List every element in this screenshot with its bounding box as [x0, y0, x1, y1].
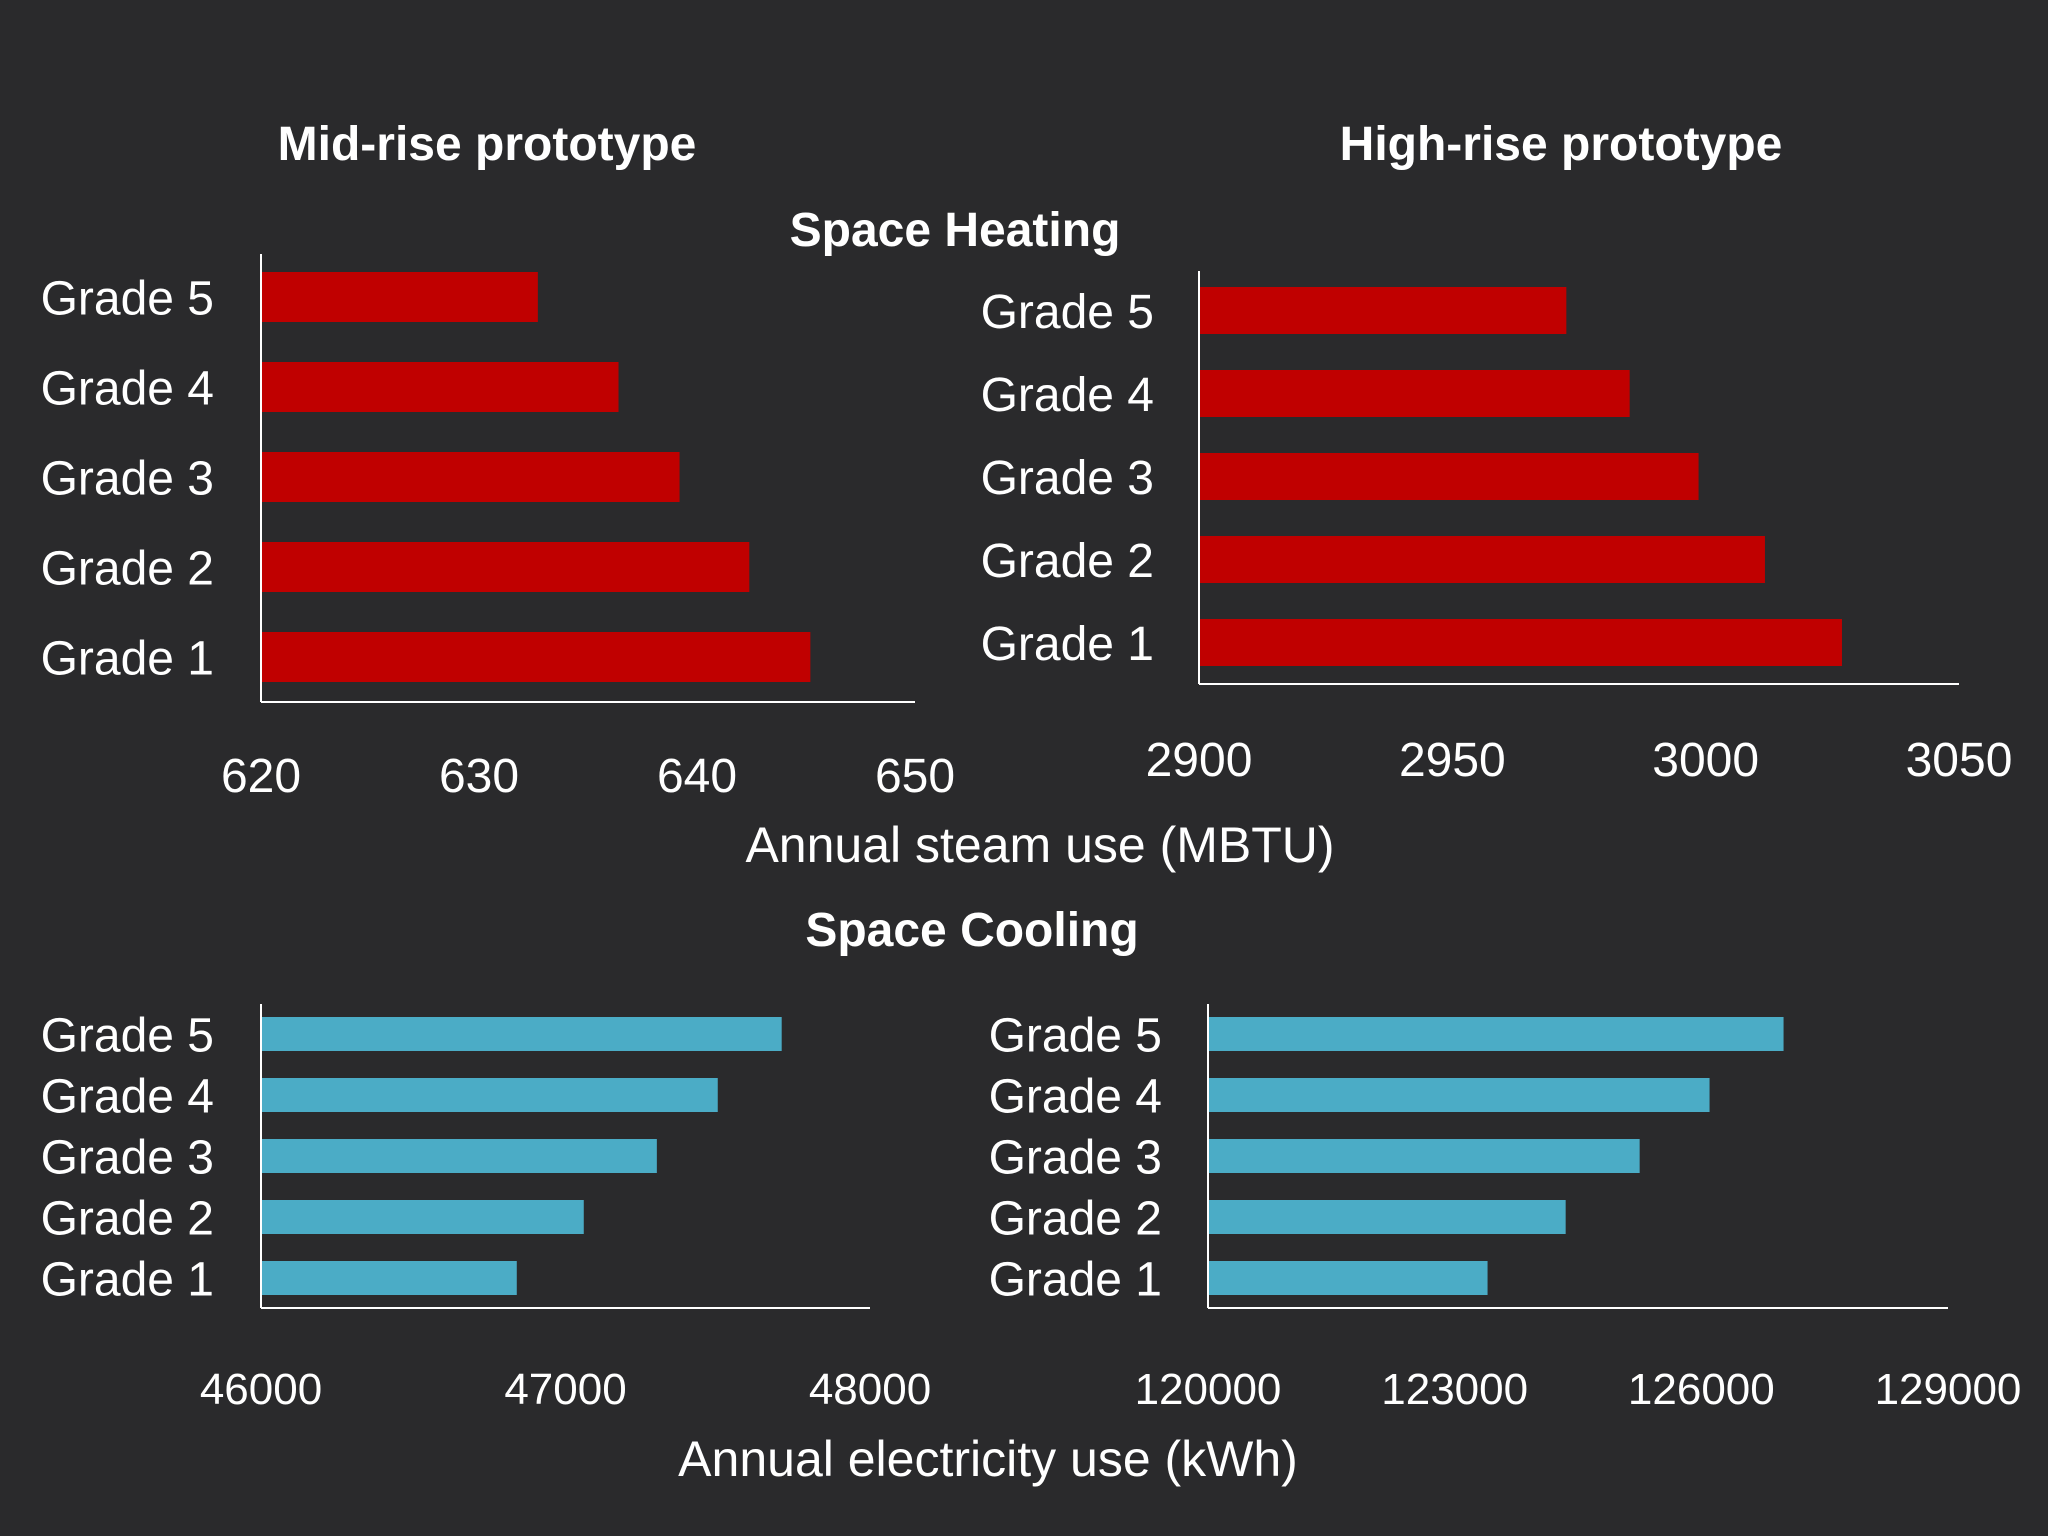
bar-cooling-mid-grade-4 — [261, 1078, 718, 1112]
bar-heating-mid-grade-5 — [261, 272, 538, 322]
tick-label: 46000 — [200, 1365, 322, 1414]
tick-label: 129000 — [1875, 1365, 2022, 1414]
bar-cooling-high-grade-5 — [1208, 1017, 1784, 1051]
cooling-axis-title: Annual electricity use (kWh) — [678, 1431, 1298, 1487]
category-label: Grade 3 — [981, 452, 1154, 505]
bar-heating-mid-grade-4 — [261, 362, 619, 412]
mid-rise-heading: Mid-rise prototype — [278, 118, 697, 171]
bar-cooling-mid-grade-3 — [261, 1139, 657, 1173]
category-label: Grade 1 — [41, 1253, 214, 1306]
bar-heating-high-grade-5 — [1199, 287, 1567, 334]
bar-cooling-high-grade-3 — [1208, 1139, 1640, 1173]
heating-axis-title: Annual steam use (MBTU) — [745, 817, 1334, 873]
charts-layer: Grade 5 Grade 4 Grade 3 Grade 2 Grade 1 620 63… — [41, 254, 2022, 1414]
space-cooling-heading: Space Cooling — [805, 904, 1138, 957]
category-label: Grade 1 — [41, 632, 214, 685]
tick-label: 120000 — [1135, 1365, 1282, 1414]
tick-label: 650 — [875, 750, 955, 803]
bar-heating-mid-grade-1 — [261, 632, 811, 682]
category-label: Grade 4 — [989, 1070, 1162, 1123]
tick-label: 630 — [439, 750, 519, 803]
category-label: Grade 1 — [989, 1253, 1162, 1306]
bar-cooling-high-grade-2 — [1208, 1200, 1566, 1234]
category-label: Grade 5 — [41, 1009, 214, 1062]
category-label: Grade 3 — [41, 452, 214, 505]
bar-heating-mid-grade-3 — [261, 452, 680, 502]
bar-cooling-mid-grade-1 — [261, 1261, 517, 1295]
tick-label: 126000 — [1628, 1365, 1775, 1414]
chart-cooling-high: Grade 5 Grade 4 Grade 3 Grade 2 Grade 1 12000… — [989, 1004, 2022, 1414]
tick-label: 47000 — [504, 1365, 626, 1414]
bar-cooling-high-grade-4 — [1208, 1078, 1710, 1112]
tick-label: 3000 — [1652, 734, 1759, 787]
bar-heating-mid-grade-2 — [261, 542, 750, 592]
bar-cooling-high-grade-1 — [1208, 1261, 1488, 1295]
category-label: Grade 2 — [41, 542, 214, 595]
bar-heating-high-grade-1 — [1199, 619, 1842, 666]
tick-label: 2950 — [1399, 734, 1506, 787]
category-label: Grade 3 — [41, 1131, 214, 1184]
category-label: Grade 3 — [989, 1131, 1162, 1184]
tick-label: 3050 — [1906, 734, 2013, 787]
tick-label: 2900 — [1146, 734, 1253, 787]
category-label: Grade 2 — [989, 1192, 1162, 1245]
bar-heating-high-grade-2 — [1199, 536, 1765, 583]
category-label: Grade 2 — [41, 1192, 214, 1245]
high-rise-heading: High-rise prototype — [1340, 118, 1783, 171]
bar-heating-high-grade-4 — [1199, 370, 1630, 417]
tick-label: 640 — [657, 750, 737, 803]
space-heating-heading: Space Heating — [790, 204, 1121, 257]
tick-label: 123000 — [1381, 1365, 1528, 1414]
category-label: Grade 1 — [981, 618, 1154, 671]
category-label: Grade 4 — [41, 362, 214, 415]
chart-cooling-mid: Grade 5 Grade 4 Grade 3 Grade 2 Grade 1 46000… — [41, 1004, 931, 1414]
category-label: Grade 4 — [981, 369, 1154, 422]
category-label: Grade 4 — [41, 1070, 214, 1123]
chart-heating-mid: Grade 5 Grade 4 Grade 3 Grade 2 Grade 1 620 63… — [41, 254, 955, 803]
bar-heating-high-grade-3 — [1199, 453, 1699, 500]
category-label: Grade 5 — [41, 272, 214, 325]
tick-label: 620 — [221, 750, 301, 803]
bar-cooling-mid-grade-5 — [261, 1017, 782, 1051]
category-label: Grade 2 — [981, 535, 1154, 588]
tick-label: 48000 — [809, 1365, 931, 1414]
category-label: Grade 5 — [989, 1009, 1162, 1062]
category-label: Grade 5 — [981, 286, 1154, 339]
bar-cooling-mid-grade-2 — [261, 1200, 584, 1234]
chart-heating-high: Grade 5 Grade 4 Grade 3 Grade 2 Grade 1 2900 2… — [981, 271, 2013, 787]
